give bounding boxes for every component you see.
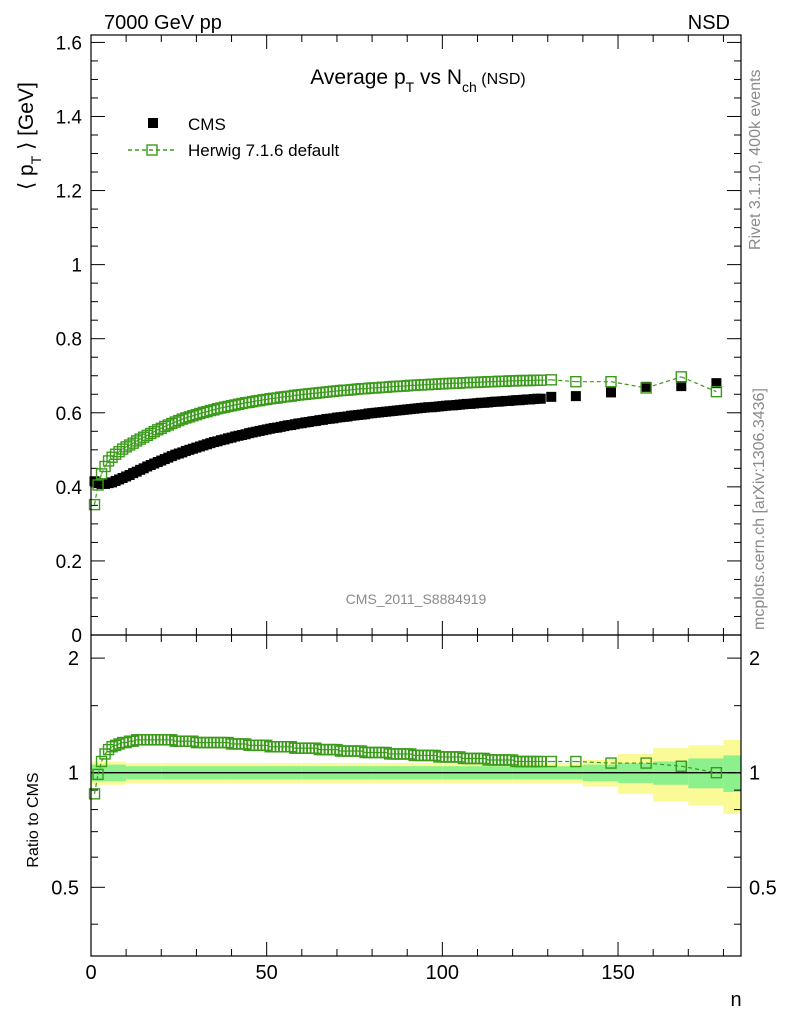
ratio-line-segment <box>97 761 103 775</box>
cms-data-point <box>676 381 687 392</box>
ratio-data-point <box>88 788 101 800</box>
ratio-y-tick-label-right: 1 <box>749 763 760 785</box>
x-tick-label: 100 <box>426 962 459 984</box>
main-y-tick-label: 0.4 <box>56 478 83 499</box>
herwig-data-point <box>92 479 104 491</box>
ratio-line-segment <box>646 762 682 767</box>
x-axis-label: n <box>730 989 741 1011</box>
ratio-data-point <box>640 757 652 769</box>
cms-data-point <box>546 391 557 402</box>
main-series-marks <box>88 371 723 511</box>
ratio-line-segment <box>681 765 717 774</box>
main-y-tick-label: 1.2 <box>56 182 82 203</box>
mcplots-label: mcplots.cern.ch [arXiv:1306.3436] <box>751 388 768 630</box>
herwig-data-point <box>605 375 617 388</box>
herwig-line-segment <box>681 376 717 393</box>
herwig-line-segment <box>645 376 682 389</box>
main-y-tick-label: 0.6 <box>56 404 82 425</box>
y-axis-label: ⟨ pT ⟩ [GeV] <box>15 82 44 190</box>
x-tick-label: 150 <box>601 962 634 984</box>
main-y-tick-label: 0.2 <box>56 552 82 573</box>
cms-data-point <box>711 378 722 389</box>
ratio-line-segment <box>100 753 106 762</box>
cms-data-point <box>606 387 616 398</box>
main-y-tick-label: 1.6 <box>56 33 82 54</box>
herwig-data-point <box>123 439 136 451</box>
ratio-plot-area <box>91 739 741 814</box>
cms-data-point <box>641 381 652 392</box>
ratio-y-axis-label: Ratio to CMS <box>25 772 42 867</box>
main-y-tick-label: 1.4 <box>56 107 83 128</box>
ratio-y-tick-label-right: 2 <box>749 648 760 670</box>
ratio-y-tick-label: 2 <box>68 648 79 670</box>
herwig-line-segment <box>100 466 106 475</box>
herwig-data-point <box>675 371 687 383</box>
ratio-data-point <box>95 755 108 768</box>
header-left-label: 7000 GeV pp <box>104 12 222 34</box>
ratio-series-marks <box>88 734 723 800</box>
herwig-data-point <box>95 468 108 480</box>
cms-data-point <box>535 393 546 404</box>
herwig-data-point <box>88 498 101 511</box>
rivet-version-label: Rivet 3.1.10, 400k events <box>747 69 764 250</box>
legend-cms-marker <box>148 118 158 128</box>
herwig-line-segment <box>610 381 647 389</box>
herwig-data-point <box>116 443 129 455</box>
ratio-band-inner <box>723 755 741 792</box>
x-tick-label: 0 <box>85 962 96 984</box>
ratio-data-point <box>570 755 582 768</box>
ratio-y-tick-label: 0.5 <box>51 877 79 899</box>
herwig-data-point <box>710 385 723 398</box>
legend-herwig-label: Herwig 7.1.6 default <box>188 141 339 160</box>
ratio-y-tick-label-right: 0.5 <box>749 877 777 899</box>
herwig-data-point <box>570 375 582 388</box>
analysis-watermark: CMS_2011_S8884919 <box>346 591 487 607</box>
herwig-line-segment <box>551 379 576 383</box>
ratio-line-segment <box>575 760 612 764</box>
cms-data-point <box>570 391 581 402</box>
legend-cms-label: CMS <box>188 115 226 134</box>
main-axes: 0 0.2 0.4 0.6 0.8 1 1.2 1.4 1.6 <box>56 33 741 647</box>
main-y-tick-label: 0 <box>71 626 82 647</box>
legend-herwig-marker <box>146 144 158 156</box>
herwig-data-point <box>102 455 115 467</box>
ratio-data-point <box>605 757 617 769</box>
plot-frames <box>90 34 742 957</box>
ratio-data-point <box>675 760 687 772</box>
plot-title: Average pT vs Nch (NSD) <box>310 66 525 95</box>
herwig-data-point <box>120 441 132 453</box>
ratio-data-point <box>545 755 557 768</box>
main-y-tick-label: 1 <box>71 256 82 277</box>
ratio-y-tick-label: 1 <box>68 763 79 785</box>
x-tick-label: 50 <box>256 962 278 984</box>
header-right-label: NSD <box>688 12 730 34</box>
legend: CMS Herwig 7.1.6 default <box>128 115 339 160</box>
herwig-data-point <box>640 382 652 394</box>
ratio-frame <box>90 634 742 957</box>
ratio-axes: 0.5 0.5 1 1 2 2 0 50 100 150 <box>51 635 777 984</box>
ratio-data-point <box>710 767 723 779</box>
herwig-data-point <box>127 437 139 449</box>
ratio-line-segment <box>93 774 99 794</box>
main-y-tick-label: 0.8 <box>56 330 82 351</box>
herwig-data-point <box>545 374 557 386</box>
ratio-data-point <box>92 768 104 781</box>
